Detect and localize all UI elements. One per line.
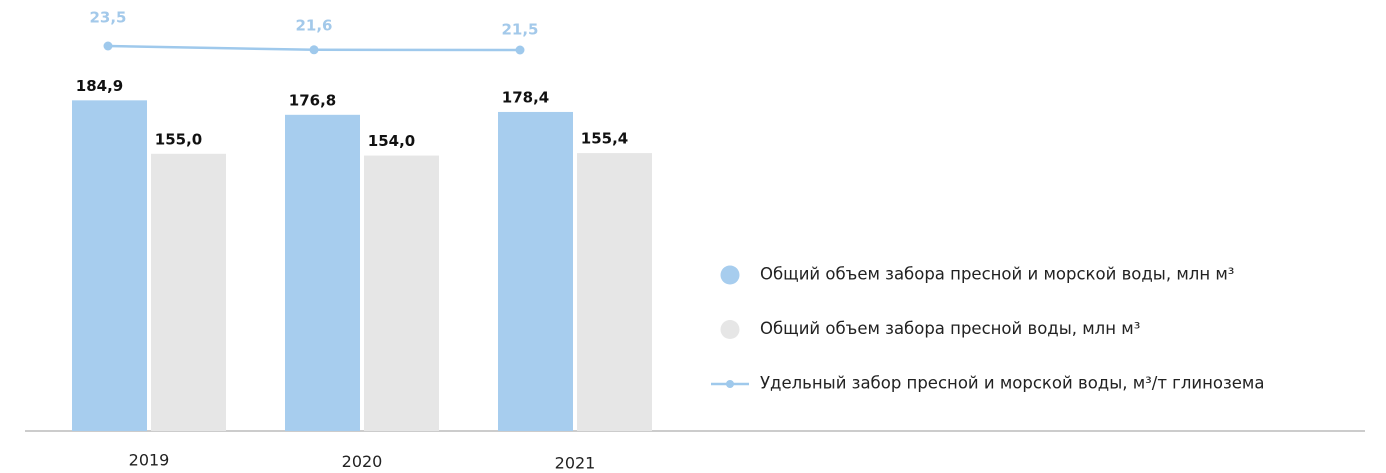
bar	[151, 153, 226, 431]
bar-value-label: 155,4	[581, 130, 628, 148]
bar-value-label: 184,9	[76, 77, 123, 95]
legend-marker	[720, 265, 740, 285]
line-value-label: 21,6	[295, 16, 332, 34]
bar	[285, 114, 360, 431]
x-tick-label: 2019	[129, 451, 170, 470]
legend-marker	[720, 320, 740, 339]
line-value-label: 21,5	[501, 21, 538, 39]
legend-label: Общий объем забора пресной и морской вод…	[760, 265, 1234, 284]
line-value-label: 23,5	[89, 9, 126, 27]
bar-value-label: 178,4	[502, 88, 549, 106]
legend-label: Общий объем забора пресной воды, млн м³	[760, 319, 1140, 338]
bar-value-label: 155,0	[155, 130, 202, 148]
line-point	[309, 45, 319, 55]
bar-value-label: 154,0	[368, 132, 415, 150]
line-point	[103, 41, 113, 51]
bar	[364, 155, 439, 431]
x-tick-label: 2020	[342, 452, 383, 471]
line-point	[515, 45, 525, 55]
legend-marker	[726, 380, 734, 388]
bar	[577, 153, 652, 431]
bar	[72, 100, 147, 431]
x-tick-label: 2021	[555, 454, 596, 473]
bar	[498, 111, 573, 431]
bar-value-label: 176,8	[289, 91, 336, 109]
legend-label: Удельный забор пресной и морской воды, м…	[760, 374, 1265, 393]
